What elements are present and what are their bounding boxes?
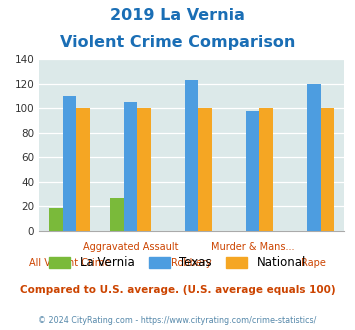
- Text: 2019 La Vernia: 2019 La Vernia: [110, 8, 245, 23]
- Bar: [321, 109, 334, 231]
- Text: Compared to U.S. average. (U.S. average equals 100): Compared to U.S. average. (U.S. average …: [20, 285, 335, 295]
- Text: Aggravated Assault: Aggravated Assault: [83, 242, 179, 252]
- Bar: [76, 109, 90, 231]
- Bar: [63, 96, 76, 231]
- Bar: [260, 109, 273, 231]
- Legend: La Vernia, Texas, National: La Vernia, Texas, National: [44, 252, 311, 274]
- Text: Violent Crime Comparison: Violent Crime Comparison: [60, 35, 295, 50]
- Bar: [49, 208, 63, 231]
- Text: Robbery: Robbery: [171, 258, 212, 268]
- Bar: [124, 102, 137, 231]
- Bar: [185, 80, 198, 231]
- Bar: [307, 84, 321, 231]
- Bar: [246, 111, 260, 231]
- Bar: [137, 109, 151, 231]
- Text: © 2024 CityRating.com - https://www.cityrating.com/crime-statistics/: © 2024 CityRating.com - https://www.city…: [38, 316, 317, 325]
- Text: Murder & Mans...: Murder & Mans...: [211, 242, 295, 252]
- Bar: [110, 198, 124, 231]
- Text: Rape: Rape: [301, 258, 326, 268]
- Text: All Violent Crime: All Violent Crime: [29, 258, 110, 268]
- Bar: [198, 109, 212, 231]
